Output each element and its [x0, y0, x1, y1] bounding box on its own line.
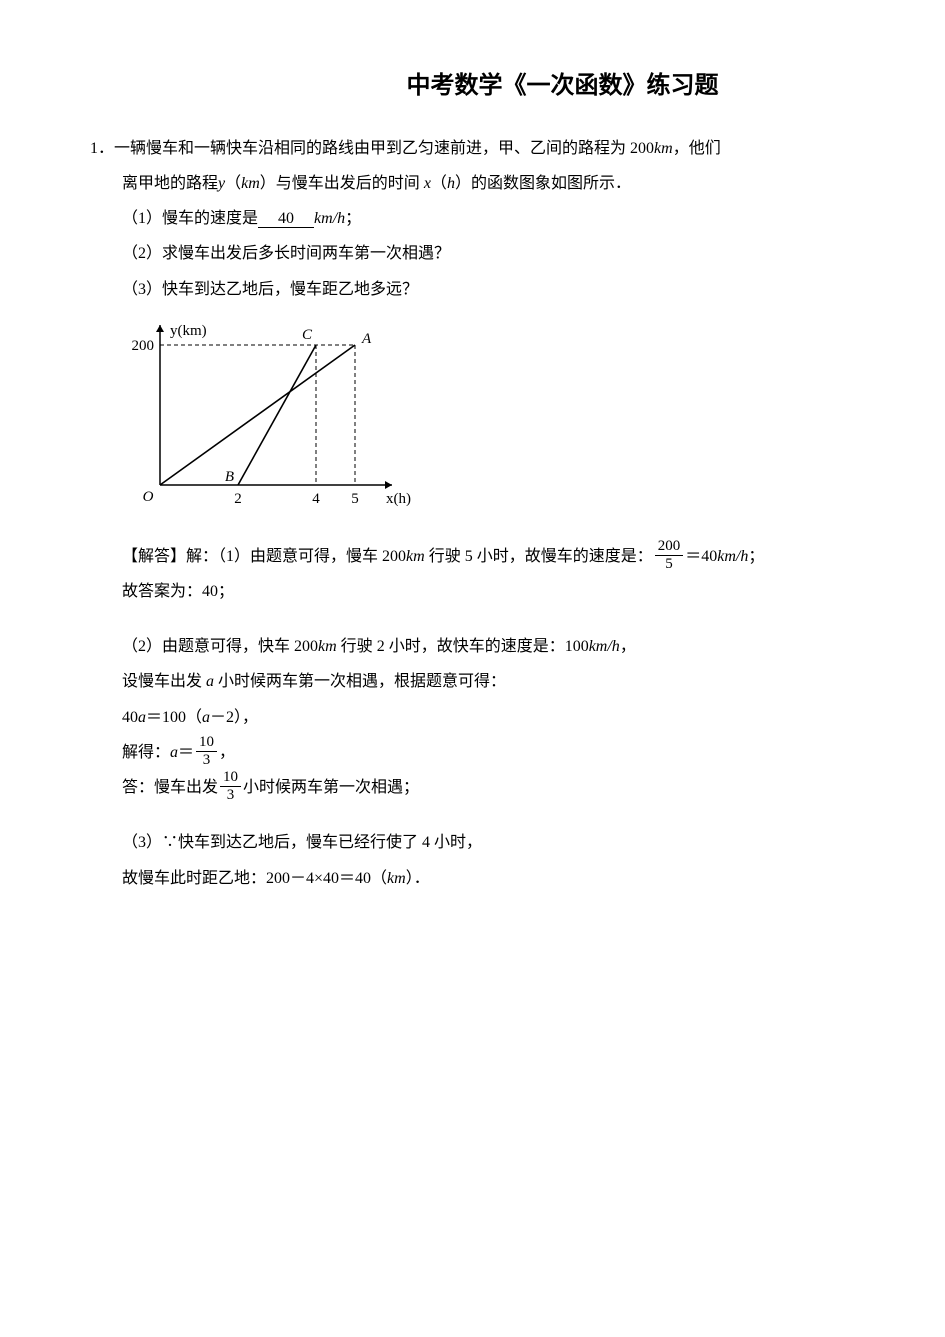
svg-text:4: 4	[312, 491, 320, 507]
text: ，他们	[673, 140, 721, 157]
svg-text:O: O	[143, 489, 154, 505]
fraction: 103	[196, 734, 217, 768]
spacer	[90, 805, 945, 825]
text: （3）∵快车到达乙地后，慢车已经行使了	[122, 834, 422, 851]
unit-kmh: km/h	[717, 548, 748, 565]
solution-3-line-2: 故慢车此时距乙地：200－4×40＝40（km）．	[90, 861, 945, 896]
text: 行驶	[337, 638, 377, 655]
unit-km: km	[241, 175, 260, 192]
svg-text:B: B	[225, 469, 234, 485]
text: ，	[219, 744, 235, 761]
svg-text:x(h): x(h)	[386, 491, 411, 507]
solution-2-result: 解得：a＝103，	[90, 735, 945, 770]
text: ）的函数图象如图所示．	[455, 175, 631, 192]
svg-text:C: C	[302, 327, 313, 343]
var-x: x	[424, 175, 431, 192]
text: ；	[345, 210, 361, 227]
sub-question-2: （2）求慢车出发后多长时间两车第一次相遇？	[90, 236, 945, 271]
text: ）与慢车出发后的时间	[260, 175, 424, 192]
sub-question-3: （3）快车到达乙地后，慢车距乙地多远？	[90, 272, 945, 307]
svg-text:5: 5	[351, 491, 359, 507]
denominator: 5	[655, 556, 684, 573]
denominator: 3	[196, 752, 217, 769]
text: 离甲地的路程	[122, 175, 218, 192]
solution-1-line: 【解答】解：（1）由题意可得，慢车 200km 行驶 5 小时，故慢车的速度是：…	[90, 539, 945, 574]
numerator: 10	[196, 734, 217, 752]
text: ＝	[178, 744, 194, 761]
text: 行驶	[425, 548, 465, 565]
text: （2）由题意可得，快车	[122, 638, 294, 655]
text: 小时候两车第一次相遇，根据题意可得：	[214, 673, 506, 690]
solution-1-answer: 故答案为：40；	[90, 574, 945, 609]
text: －2），	[210, 709, 258, 726]
num: 2	[377, 638, 385, 655]
num: 100	[565, 638, 589, 655]
numerator: 200	[655, 538, 684, 556]
text: 解：（1）由题意可得，慢车	[186, 548, 382, 565]
fraction: 2005	[655, 538, 684, 572]
text: 解得：	[122, 744, 170, 761]
text: 故慢车此时距乙地：200－4×40＝40（	[122, 870, 387, 887]
text: 小时，	[430, 834, 482, 851]
text: 一辆慢车和一辆快车沿相同的路线由甲到乙匀速前进，甲、乙间的路程为	[114, 140, 630, 157]
text: 小时候两车第一次相遇；	[243, 779, 419, 796]
solution-2-line-2: 设慢车出发 a 小时候两车第一次相遇，根据题意可得：	[90, 664, 945, 699]
var-a: a	[138, 709, 146, 726]
text: 小时，故快车的速度是：	[385, 638, 565, 655]
svg-text:200: 200	[132, 338, 155, 354]
num: 200	[294, 638, 318, 655]
unit-km: km	[654, 140, 673, 157]
num: 40	[701, 548, 717, 565]
text: ＝	[685, 548, 701, 565]
var-a: a	[206, 673, 214, 690]
num: 200	[382, 548, 406, 565]
page-title: 中考数学《一次函数》练习题	[90, 60, 945, 113]
num-200: 200	[630, 140, 654, 157]
graph-container: 200 2 4 5 Ox(h) y(km) A B C	[90, 315, 945, 525]
unit-kmh: km/h	[314, 210, 345, 227]
spacer	[90, 609, 945, 629]
num: 4	[422, 834, 430, 851]
text: （	[225, 175, 241, 192]
svg-text:y(km): y(km)	[170, 323, 207, 339]
text: ＝100（	[146, 709, 202, 726]
num: 40	[122, 709, 138, 726]
unit-km: km	[406, 548, 425, 565]
unit-h: h	[447, 175, 455, 192]
unit-km: km	[318, 638, 337, 655]
svg-text:A: A	[361, 331, 372, 347]
fraction: 103	[220, 769, 241, 803]
text: 设慢车出发	[122, 673, 206, 690]
solution-2-line-1: （2）由题意可得，快车 200km 行驶 2 小时，故快车的速度是：100km/…	[90, 629, 945, 664]
denominator: 3	[220, 787, 241, 804]
question-line-1: 1．一辆慢车和一辆快车沿相同的路线由甲到乙匀速前进，甲、乙间的路程为 200km…	[90, 131, 945, 166]
numerator: 10	[220, 769, 241, 787]
svg-text:2: 2	[234, 491, 242, 507]
num: 5	[465, 548, 473, 565]
text: 答：慢车出发	[122, 779, 218, 796]
text: 小时，故慢车的速度是：	[473, 548, 653, 565]
question-number: 1．	[90, 140, 114, 157]
sub-question-1: （1）慢车的速度是 40 km/h；	[90, 201, 945, 236]
text: ，	[620, 638, 636, 655]
question-line-2: 离甲地的路程y（km）与慢车出发后的时间 x（h）的函数图象如图所示．	[90, 166, 945, 201]
text: （1）慢车的速度是	[122, 210, 258, 227]
answer-blank: 40	[258, 210, 314, 228]
solution-2-answer: 答：慢车出发103小时候两车第一次相遇；	[90, 770, 945, 805]
unit-kmh: km/h	[589, 638, 620, 655]
text: （	[431, 175, 447, 192]
text: ）．	[406, 870, 430, 887]
function-graph: 200 2 4 5 Ox(h) y(km) A B C	[122, 315, 412, 525]
unit-km: km	[387, 870, 406, 887]
solution-2-equation: 40a＝100（a－2），	[90, 700, 945, 735]
solution-3-line-1: （3）∵快车到达乙地后，慢车已经行使了 4 小时，	[90, 825, 945, 860]
text: ；	[748, 548, 764, 565]
var-a: a	[202, 709, 210, 726]
solution-header: 【解答】	[122, 548, 186, 565]
var-a: a	[170, 744, 178, 761]
